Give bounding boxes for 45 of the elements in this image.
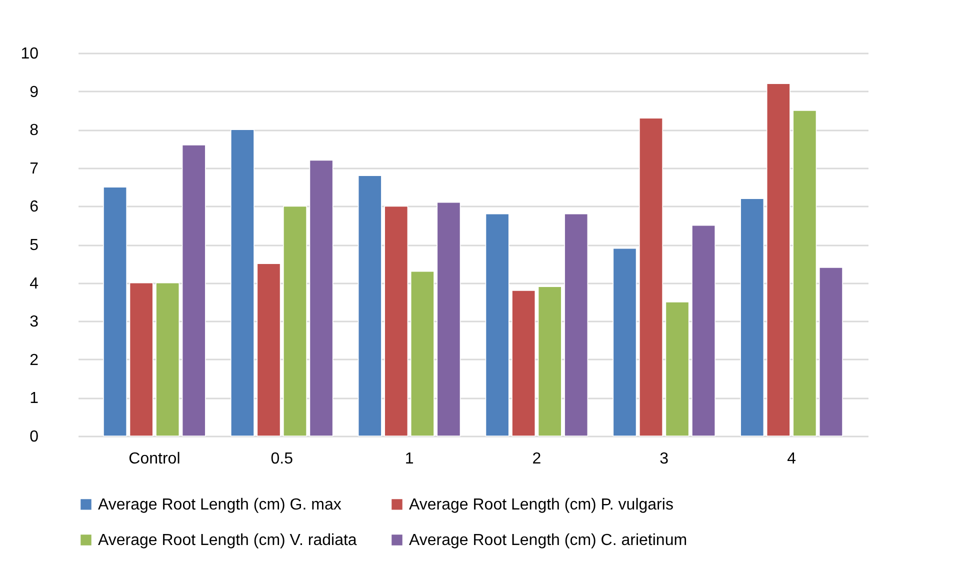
legend-label: Average Root Length (cm) P. vulgaris	[409, 496, 674, 514]
y-tick-label: 10	[20, 46, 39, 62]
y-tick-label: 1	[30, 390, 39, 408]
bar	[612, 248, 637, 436]
bar	[792, 110, 817, 436]
legend-label: Average Root Length (cm) V. radiata	[98, 532, 357, 549]
y-tick-label: 8	[30, 122, 39, 140]
bar	[692, 224, 716, 436]
legend-label: Average Root Length (cm) G. max	[98, 496, 342, 514]
bar	[410, 270, 434, 436]
bar	[129, 282, 154, 436]
x-tick-label: 1	[404, 450, 414, 468]
y-tick-label: 3	[30, 314, 39, 331]
x-tick-label: 3	[660, 450, 669, 468]
bar	[182, 144, 206, 436]
bar	[283, 206, 307, 436]
y-tick-label: 7	[30, 160, 39, 178]
bar	[818, 267, 843, 436]
x-tick-label: 4	[787, 450, 796, 468]
x-tick-label: Control	[128, 450, 180, 468]
bar	[156, 282, 180, 436]
y-tick-label: 0	[30, 428, 39, 446]
y-tick-label: 2	[30, 352, 39, 369]
bar	[384, 206, 408, 436]
bar	[230, 129, 254, 436]
bar	[256, 263, 281, 436]
bar	[309, 160, 334, 436]
legend-label: Average Root Length (cm) C. arietinum	[409, 532, 688, 549]
bar	[766, 83, 790, 436]
y-tick-label: 6	[30, 198, 39, 216]
bar	[436, 202, 461, 436]
bar	[103, 186, 128, 436]
x-tick-label: 2	[532, 450, 542, 468]
bar	[740, 198, 764, 436]
y-tick-label: 5	[30, 237, 39, 254]
bar	[512, 290, 536, 436]
bar	[564, 213, 588, 436]
bar	[485, 213, 510, 436]
x-tick-label: 0.5	[270, 450, 294, 468]
bar	[358, 175, 382, 436]
y-tick-label: 4	[30, 275, 39, 292]
bar	[639, 118, 663, 436]
bar	[538, 286, 562, 436]
bar	[665, 302, 690, 436]
y-tick-label: 9	[30, 84, 39, 101]
